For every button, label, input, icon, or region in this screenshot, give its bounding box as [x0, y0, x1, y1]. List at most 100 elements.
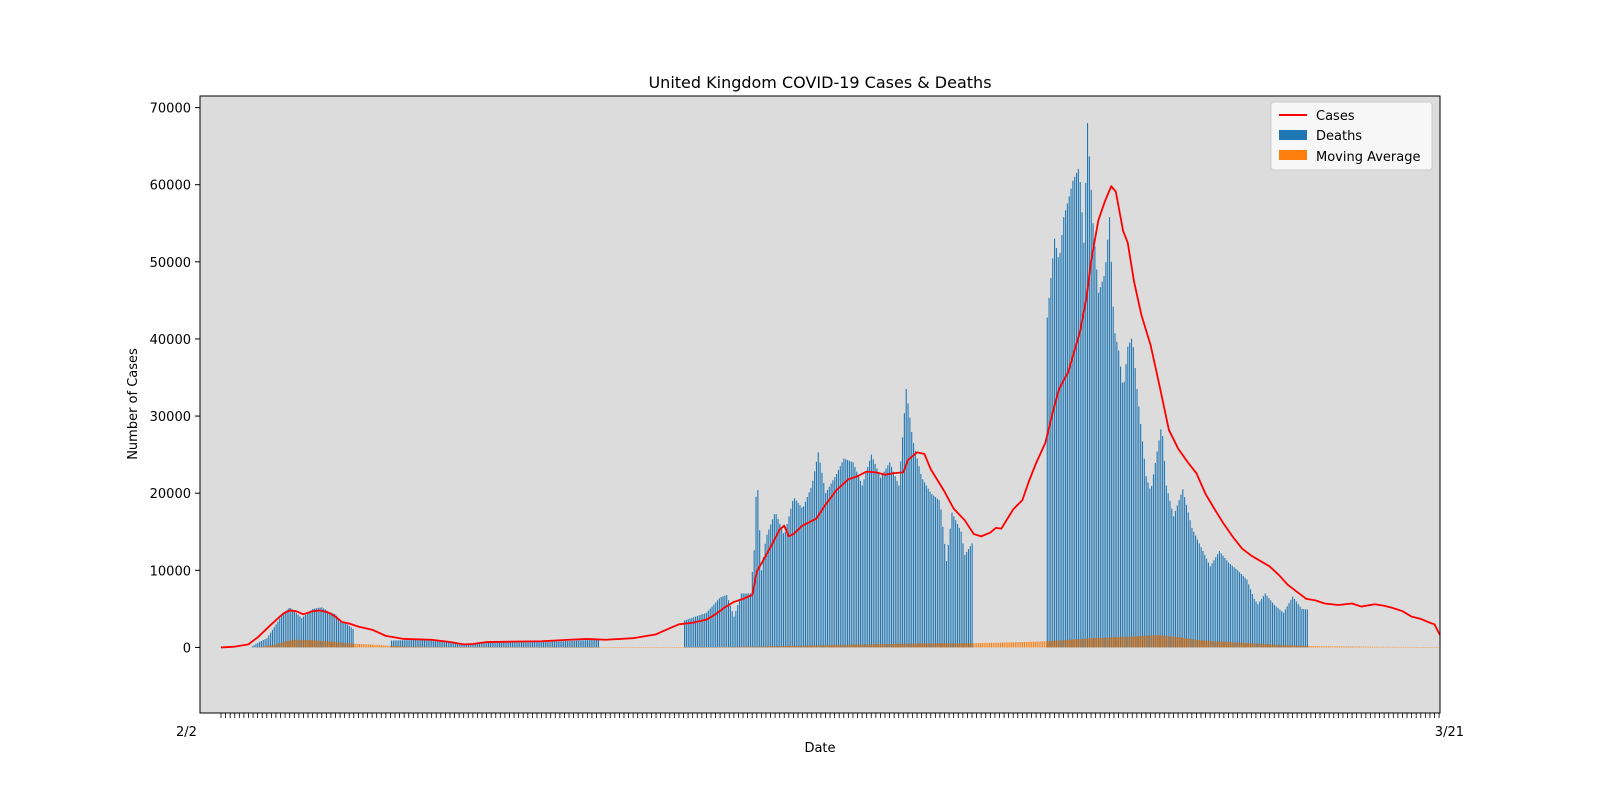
moving-average-bar-619	[1392, 646, 1394, 648]
deaths-bar-433	[1239, 572, 1241, 648]
deaths-bar-285	[894, 476, 896, 648]
y-tick-label-1: 10000	[150, 564, 191, 579]
x-tick-label-first: 2/2	[176, 725, 197, 740]
deaths-bar-82	[438, 640, 440, 648]
moving-average-bar-643	[1436, 647, 1438, 648]
deaths-bar-236	[804, 501, 807, 648]
moving-average-bar-563	[1289, 645, 1291, 648]
deaths-bar-215	[766, 534, 768, 648]
moving-average-bar-471	[1120, 636, 1123, 648]
y-tick-label-6: 60000	[150, 179, 191, 194]
moving-average-bar-314	[833, 644, 835, 648]
moving-average-bar-235	[688, 647, 690, 648]
moving-average-bar-523	[1216, 641, 1218, 648]
deaths-bar-341	[1070, 188, 1072, 648]
moving-average-bar-265	[743, 646, 745, 648]
moving-average-bar-527	[1223, 641, 1225, 648]
moving-average-bar-21	[296, 639, 298, 648]
deaths-bar-253	[836, 473, 838, 648]
deaths-bar-139	[542, 641, 545, 648]
moving-average-bar-432	[1049, 641, 1051, 648]
moving-average-bar-397	[985, 642, 987, 648]
moving-average-bar-304	[815, 645, 817, 648]
moving-average-bar-36	[324, 641, 326, 648]
deaths-bar-162	[585, 640, 587, 648]
moving-average-bar-185	[597, 647, 599, 648]
moving-average-bar-135	[505, 647, 507, 648]
deaths-bar-334	[1057, 257, 1059, 648]
moving-average-bar-644	[1437, 647, 1439, 648]
moving-average-bar-564	[1291, 645, 1293, 648]
deaths-bar-369	[1121, 382, 1123, 648]
moving-average-bar-88	[419, 646, 421, 648]
moving-average-bar-393	[978, 643, 980, 648]
moving-average-bar-388	[968, 643, 971, 648]
moving-average-bar-444	[1071, 639, 1073, 648]
moving-average-bar-231	[681, 647, 683, 648]
moving-average-bar-459	[1098, 637, 1101, 648]
deaths-bar-245	[821, 472, 823, 648]
moving-average-bar-349	[897, 643, 899, 648]
moving-average-bar-421	[1029, 641, 1031, 648]
deaths-bar-336	[1061, 234, 1063, 648]
deaths-bar-29	[304, 615, 306, 648]
moving-average-bar-125	[487, 647, 489, 648]
deaths-bar-366	[1116, 341, 1118, 648]
moving-average-bar-67	[380, 645, 383, 648]
moving-average-bar-225	[670, 647, 672, 648]
moving-average-bar-377	[948, 643, 950, 648]
moving-average-bar-160	[551, 647, 553, 648]
moving-average-bar-237	[692, 647, 694, 648]
deaths-bar-24	[295, 612, 297, 648]
deaths-bar-73	[422, 639, 424, 648]
deaths-bar-279	[883, 471, 885, 648]
deaths-bar-455	[1279, 609, 1281, 648]
deaths-bar-28	[303, 616, 305, 648]
deaths-bar-112	[493, 642, 495, 648]
moving-average-bar-532	[1232, 642, 1234, 648]
moving-average-bar-51	[351, 643, 353, 648]
moving-average-bar-229	[677, 647, 679, 648]
deaths-bar-146	[555, 641, 557, 648]
deaths-bar-157	[575, 640, 578, 648]
moving-average-bar-120	[478, 647, 480, 648]
moving-average-bar-210	[642, 647, 644, 648]
moving-average-bar-558	[1280, 644, 1282, 648]
deaths-bar-17	[282, 612, 284, 648]
moving-average-bar-203	[630, 647, 632, 648]
deaths-bar-22	[292, 609, 294, 648]
moving-average-bar-607	[1370, 646, 1372, 648]
deaths-bar-251	[832, 480, 834, 648]
deaths-bar-409	[1195, 535, 1197, 648]
deaths-bar-386	[1152, 474, 1155, 648]
deaths-bar-404	[1185, 504, 1188, 648]
moving-average-bar-41	[333, 641, 335, 648]
moving-average-bar-473	[1124, 636, 1126, 648]
moving-average-bar-409	[1007, 642, 1009, 648]
moving-average-bar-520	[1210, 641, 1212, 648]
deaths-bar-417	[1209, 566, 1211, 648]
moving-average-bar-7	[271, 645, 273, 648]
moving-average-bar-570	[1302, 645, 1304, 648]
deaths-bar-270	[867, 466, 869, 648]
moving-average-bar-169	[567, 647, 569, 648]
deaths-bar-42	[328, 611, 330, 648]
moving-average-bar-274	[760, 646, 762, 648]
moving-average-bar-206	[635, 647, 637, 648]
y-tick-label-7: 70000	[150, 102, 191, 117]
moving-average-bar-516	[1203, 640, 1205, 648]
moving-average-bar-61	[369, 644, 372, 648]
moving-average-bar-442	[1067, 639, 1069, 648]
deaths-bars	[251, 122, 1308, 648]
moving-average-bar-123	[483, 647, 485, 648]
moving-average-bar-381	[956, 643, 958, 648]
deaths-bar-36	[317, 607, 319, 648]
moving-average-bar-50	[349, 643, 351, 648]
moving-average-bar-603	[1362, 646, 1364, 648]
moving-average-bar-288	[785, 645, 787, 648]
moving-average-bar-91	[424, 646, 427, 648]
moving-average-bar-440	[1064, 640, 1066, 648]
moving-average-bar-517	[1205, 640, 1207, 648]
moving-average-bar-98	[437, 646, 439, 648]
moving-average-bar-338	[877, 644, 879, 648]
